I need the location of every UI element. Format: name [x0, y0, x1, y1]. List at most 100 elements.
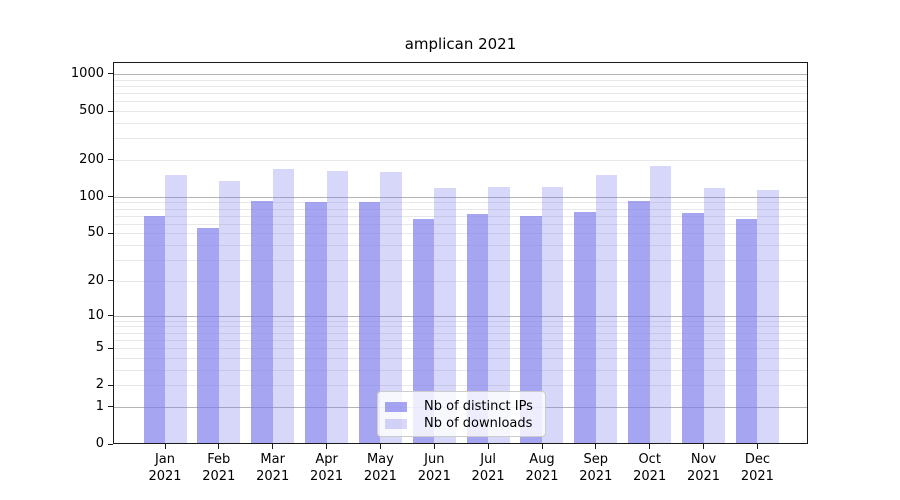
x-tick-mark: [703, 444, 704, 449]
y-tick-mark: [108, 196, 113, 198]
x-tick-label: Jul 2021: [458, 451, 518, 485]
x-tick-year: 2021: [525, 469, 559, 484]
minor-gridline: [113, 215, 808, 217]
minor-gridline: [113, 260, 808, 262]
minor-gridline: [113, 111, 808, 112]
y-tick-label: 20: [87, 272, 104, 288]
y-tick-mark: [108, 159, 113, 161]
y-tick-label: 50: [87, 225, 104, 241]
bar-jun-downloads: [434, 187, 456, 444]
x-tick-month: Feb: [207, 452, 231, 467]
x-tick-mark: [756, 444, 758, 449]
y-tick-label: 1: [95, 398, 104, 414]
minor-gridline: [113, 93, 808, 94]
x-tick-label: Oct 2021: [620, 451, 680, 485]
bar-sep-distinct-ips: [574, 212, 596, 444]
bar-oct-downloads: [649, 166, 672, 444]
x-tick-year: 2021: [417, 469, 451, 484]
x-tick-label: Jan 2021: [135, 451, 195, 485]
x-tick-year: 2021: [148, 469, 182, 484]
bar-jul-downloads: [488, 186, 510, 444]
y-tick-label: 200: [79, 151, 104, 167]
chart-title: amplican 2021: [404, 35, 517, 53]
y-tick-label: 5: [95, 340, 104, 355]
x-tick-year: 2021: [256, 469, 290, 484]
bar-jan-distinct-ips: [143, 215, 165, 444]
minor-gridline: [113, 138, 808, 140]
x-tick-label: Aug 2021: [512, 451, 572, 485]
x-tick-label: May 2021: [350, 451, 410, 485]
y-tick-label: 500: [79, 103, 104, 118]
legend-row: Nb of distinct IPs: [385, 398, 538, 415]
bar-feb-downloads: [218, 180, 241, 444]
bar-apr-distinct-ips: [305, 202, 327, 444]
x-tick-year: 2021: [310, 469, 344, 484]
x-tick-year: 2021: [471, 469, 505, 484]
minor-gridline: [113, 101, 808, 103]
legend-swatch-downloads: [385, 418, 407, 429]
minor-gridline: [113, 85, 808, 87]
x-tick-label: Jun 2021: [404, 451, 464, 485]
legend-swatch-distinct-ips: [385, 401, 407, 412]
minor-gridline: [113, 326, 808, 328]
x-tick-month: Jun: [424, 452, 445, 467]
x-tick-mark: [487, 444, 489, 449]
x-tick-month: Jul: [480, 452, 496, 467]
bar-feb-distinct-ips: [197, 228, 219, 444]
x-tick-mark: [164, 444, 166, 449]
bar-nov-downloads: [703, 188, 725, 444]
x-tick-mark: [272, 444, 274, 449]
bar-aug-distinct-ips: [520, 215, 542, 444]
x-tick-mark: [379, 444, 381, 449]
bar-dec-downloads: [757, 189, 779, 444]
y-tick-mark: [108, 110, 113, 112]
bar-apr-downloads: [326, 171, 349, 444]
y-tick-label: 10: [87, 307, 104, 323]
gridlines: [113, 62, 808, 444]
bar-mar-downloads: [272, 169, 295, 444]
minor-gridline: [113, 79, 808, 81]
x-tick-month: Nov: [690, 452, 717, 467]
minor-gridline: [113, 159, 808, 161]
minor-gridline: [113, 122, 808, 124]
bar-mar-distinct-ips: [251, 201, 273, 444]
x-tick-year: 2021: [686, 469, 721, 484]
y-tick-mark: [108, 384, 113, 386]
bar-jul-distinct-ips: [466, 214, 489, 444]
minor-gridline: [113, 369, 808, 371]
x-tick-mark: [595, 444, 597, 449]
minor-gridline: [113, 280, 808, 282]
bar-jan-downloads: [165, 174, 187, 444]
minor-gridline: [113, 233, 808, 235]
x-tick-label: Apr 2021: [297, 451, 357, 485]
y-tick-mark: [108, 443, 113, 445]
y-tick-label: 2: [95, 377, 104, 393]
x-tick-month: May: [366, 452, 394, 467]
minor-gridline: [113, 332, 808, 334]
y-tick-label: 1000: [70, 65, 104, 81]
x-tick-year: 2021: [740, 469, 774, 484]
major-gridline: [113, 196, 808, 198]
minor-gridline: [113, 245, 808, 247]
bar-may-downloads: [380, 172, 402, 444]
x-tick-month: Aug: [529, 452, 555, 467]
major-gridline: [113, 315, 808, 317]
x-tick-mark: [218, 444, 220, 449]
legend-row: Nb of downloads: [385, 415, 538, 432]
x-tick-month: Apr: [315, 452, 338, 467]
x-tick-label: Mar 2021: [243, 451, 303, 485]
minor-gridline: [113, 385, 808, 387]
bar-may-distinct-ips: [358, 202, 381, 444]
plot-area: Nb of distinct IPs Nb of downloads: [113, 62, 808, 444]
bar-sep-downloads: [595, 175, 618, 444]
y-tick-label: 0: [95, 436, 104, 451]
x-tick-year: 2021: [579, 469, 613, 484]
x-tick-month: Dec: [744, 452, 770, 467]
x-tick-mark: [541, 444, 543, 449]
y-tick-mark: [108, 232, 113, 234]
y-tick-label: 100: [79, 188, 104, 204]
minor-gridline: [113, 357, 808, 359]
x-tick-year: 2021: [202, 469, 236, 484]
minor-gridline: [113, 223, 808, 225]
legend-label: Nb of distinct IPs: [424, 399, 533, 414]
